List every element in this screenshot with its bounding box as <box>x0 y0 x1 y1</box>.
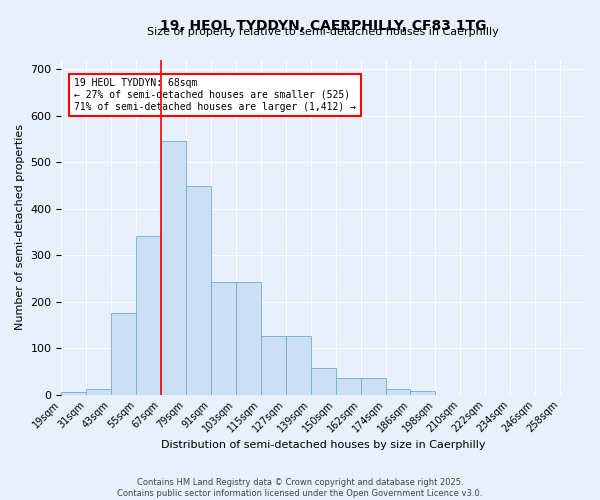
Bar <box>136 236 161 394</box>
Bar <box>261 336 286 394</box>
Bar <box>311 368 335 394</box>
Text: 19, HEOL TYDDYN, CAERPHILLY, CF83 1TG: 19, HEOL TYDDYN, CAERPHILLY, CF83 1TG <box>160 19 487 33</box>
Bar <box>186 186 211 394</box>
Bar <box>111 313 136 394</box>
Bar <box>61 392 86 394</box>
Title: Size of property relative to semi-detached houses in Caerphilly: Size of property relative to semi-detach… <box>148 27 499 37</box>
Bar <box>335 378 361 394</box>
Bar <box>286 336 311 394</box>
Text: 19 HEOL TYDDYN: 68sqm
← 27% of semi-detached houses are smaller (525)
71% of sem: 19 HEOL TYDDYN: 68sqm ← 27% of semi-deta… <box>74 78 356 112</box>
X-axis label: Distribution of semi-detached houses by size in Caerphilly: Distribution of semi-detached houses by … <box>161 440 485 450</box>
Bar <box>86 389 111 394</box>
Bar <box>410 391 436 394</box>
Bar <box>361 378 386 394</box>
Y-axis label: Number of semi-detached properties: Number of semi-detached properties <box>15 124 25 330</box>
Bar <box>386 389 410 394</box>
Bar <box>236 282 261 395</box>
Bar <box>211 282 236 395</box>
Bar <box>161 141 186 395</box>
Text: Contains HM Land Registry data © Crown copyright and database right 2025.
Contai: Contains HM Land Registry data © Crown c… <box>118 478 482 498</box>
